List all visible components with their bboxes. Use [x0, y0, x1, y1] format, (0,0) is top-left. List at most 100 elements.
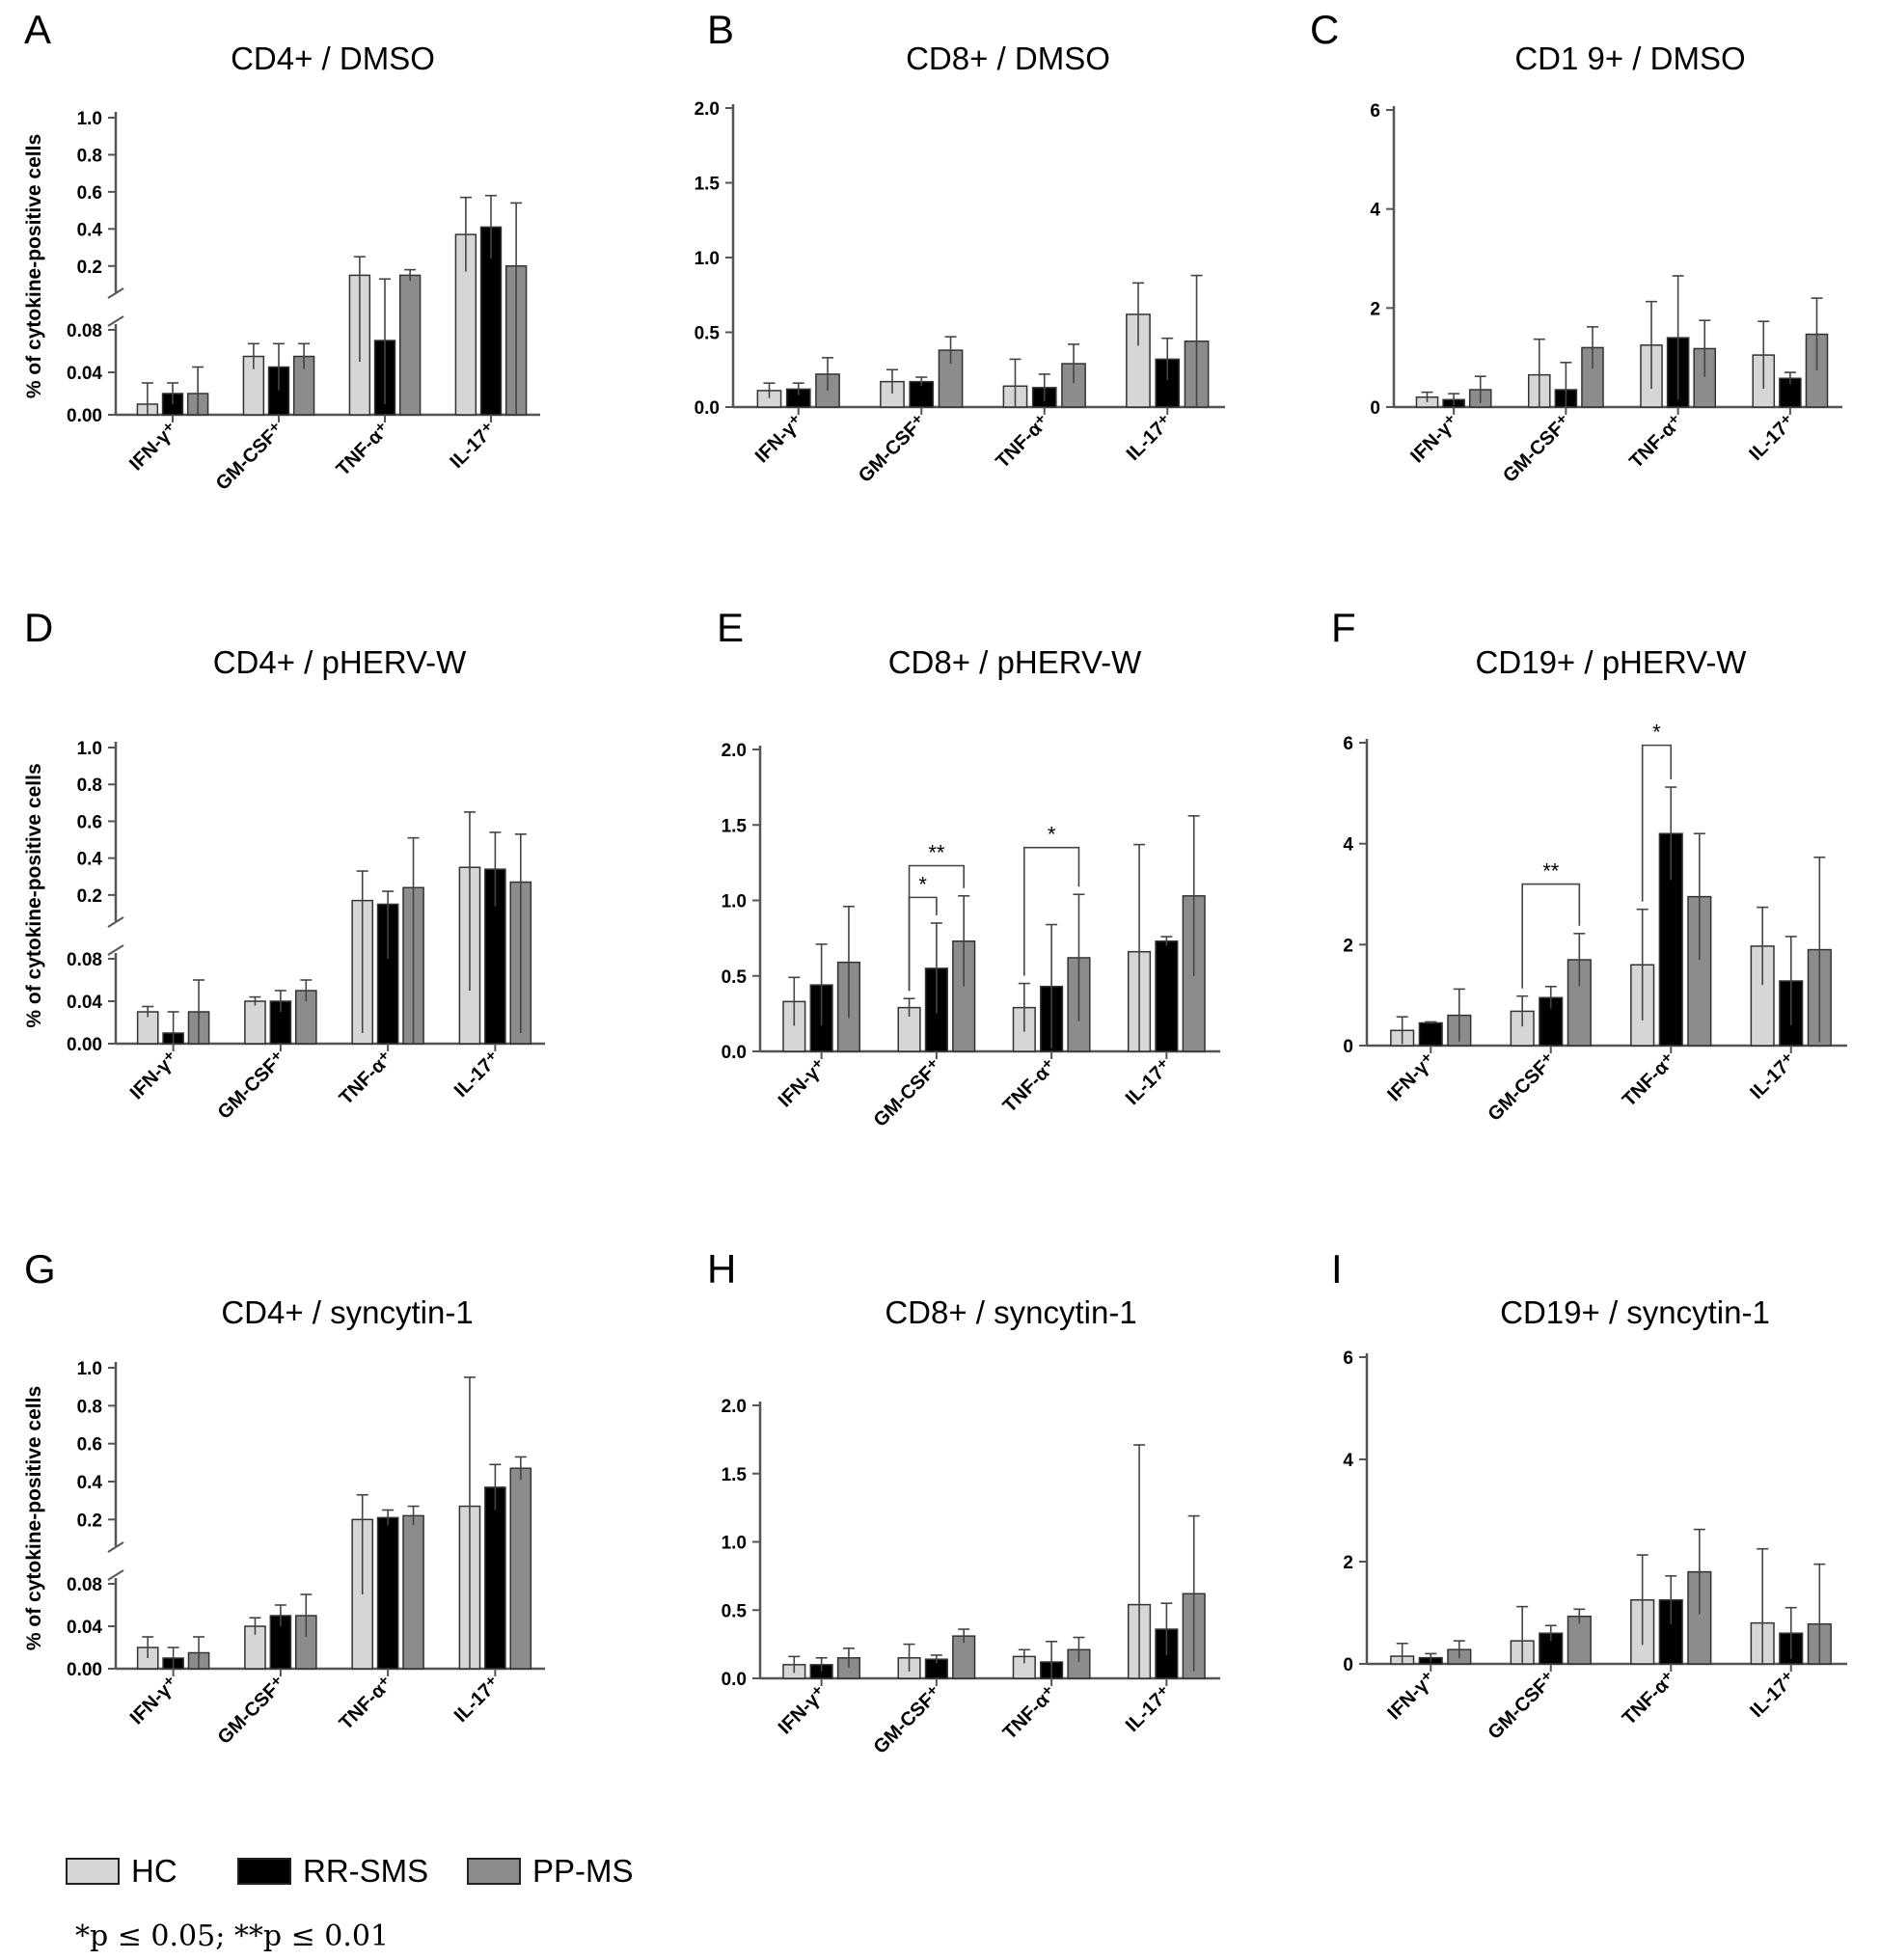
panel-letter-h: H [707, 1246, 736, 1292]
significance-bracket-f [1521, 883, 1581, 989]
y-tick-label-b: 1.5 [695, 175, 721, 195]
x-tick-label-d: IFN-γ⁺ [126, 1048, 182, 1103]
y-tick-label-d: 0.00 [67, 1035, 102, 1055]
x-tick-label-f: IL-17⁺ [1746, 1049, 1800, 1103]
axis-break-mark-d [107, 916, 124, 928]
y-tick-label-e: 1.5 [722, 816, 748, 836]
axis-break-mark-g [107, 1569, 124, 1581]
x-tick-label-g: TNF-α⁺ [336, 1673, 397, 1734]
x-tick-label-i: IFN-γ⁺ [1383, 1668, 1439, 1724]
x-tick-label-h: TNF-α⁺ [999, 1682, 1061, 1744]
y-tick-label-d: 0.8 [77, 776, 102, 796]
y-tick-label-d: 0.04 [67, 993, 102, 1013]
significance-label-e: * [918, 872, 927, 896]
y-tick-label-i: 0 [1343, 1655, 1353, 1675]
y-tick-label-a: 0.08 [67, 321, 102, 341]
x-tick-label-h: GM-CSF⁺ [870, 1682, 946, 1758]
y-tick-label-b: 2.0 [695, 99, 720, 120]
panel-letter-f: F [1331, 605, 1356, 650]
x-tick-label-a: IL-17⁺ [446, 419, 500, 473]
x-tick-label-c: IL-17⁺ [1745, 411, 1799, 465]
legend-label-hc: HC [131, 1853, 177, 1889]
y-axis-label-d: % of cytokine-positive cells [23, 763, 45, 1027]
y-tick-label-a: 0.2 [77, 258, 102, 278]
legend-swatch-ppms [467, 1858, 521, 1885]
x-tick-label-d: GM-CSF⁺ [214, 1048, 290, 1124]
bar-b-hc [1126, 313, 1151, 408]
y-tick-label-g: 0.00 [67, 1660, 102, 1680]
y-tick-label-d: 0.6 [77, 812, 102, 832]
x-tick-label-i: TNF-α⁺ [1619, 1668, 1680, 1729]
significance-note: *p ≤ 0.05; **p ≤ 0.01 [75, 1919, 390, 1953]
y-tick-label-f: 4 [1343, 835, 1353, 856]
x-tick-label-e: IFN-γ⁺ [775, 1055, 831, 1111]
y-axis-label-a: % of cytokine-positive cells [23, 134, 45, 398]
x-tick-label-c: GM-CSF⁺ [1499, 411, 1575, 487]
x-tick-label-b: IL-17⁺ [1123, 411, 1177, 465]
y-tick-label-g: 0.2 [77, 1511, 102, 1531]
y-tick-label-i: 2 [1343, 1553, 1353, 1573]
x-tick-label-h: IFN-γ⁺ [775, 1682, 831, 1738]
y-tick-label-d: 1.0 [77, 739, 102, 759]
legend-item-rrsms: RR-SMS [237, 1852, 428, 1891]
y-tick-label-i: 4 [1343, 1451, 1353, 1471]
panel-title-d: CD4+ / pHERV-W [213, 644, 467, 680]
y-tick-label-c: 2 [1370, 299, 1380, 319]
y-tick-label-a: 0.04 [67, 364, 102, 384]
y-tick-label-a: 0.8 [77, 146, 102, 166]
significance-label-e: * [1048, 823, 1056, 847]
axis-break-mark-g [107, 1541, 124, 1553]
bar-g-pp-ms [509, 1467, 532, 1670]
y-tick-label-b: 1.0 [695, 249, 720, 269]
legend-label-rrsms: RR-SMS [303, 1853, 429, 1889]
x-tick-label-c: TNF-α⁺ [1625, 411, 1687, 473]
x-tick-label-e: GM-CSF⁺ [870, 1055, 946, 1131]
legend-item-hc: HC [66, 1852, 177, 1891]
axis-break-mark-a [107, 287, 124, 299]
significance-label-e: ** [928, 841, 945, 865]
legend-swatch-hc [66, 1858, 120, 1885]
significance-label-f: * [1652, 721, 1661, 745]
bar-f-rr-sms [1418, 1021, 1443, 1047]
x-tick-label-i: IL-17⁺ [1746, 1668, 1800, 1722]
x-tick-label-g: GM-CSF⁺ [214, 1673, 290, 1749]
x-tick-label-c: IFN-γ⁺ [1406, 411, 1462, 467]
y-tick-label-e: 2.0 [722, 741, 747, 761]
bar-g-rr-sms [484, 1486, 506, 1670]
y-tick-label-b: 0.0 [695, 398, 720, 419]
y-tick-label-a: 0.00 [67, 406, 102, 426]
x-tick-label-a: GM-CSF⁺ [212, 419, 288, 495]
axis-break-mark-a [107, 315, 124, 327]
y-tick-label-c: 6 [1370, 101, 1380, 122]
panel-title-i: CD19+ / syncytin-1 [1500, 1294, 1770, 1330]
y-tick-label-a: 0.4 [77, 220, 103, 240]
x-tick-label-e: IL-17⁺ [1122, 1055, 1176, 1109]
panel-letter-e: E [717, 605, 744, 650]
y-tick-label-h: 0.5 [722, 1601, 748, 1621]
bar-g-rr-sms [376, 1516, 399, 1670]
y-tick-label-d: 0.2 [77, 886, 102, 907]
y-tick-label-f: 2 [1343, 936, 1353, 956]
y-tick-label-g: 0.4 [77, 1473, 103, 1493]
axis-break-mark-d [107, 944, 124, 956]
panel-letter-i: I [1331, 1246, 1343, 1292]
y-tick-label-h: 0.0 [722, 1670, 747, 1690]
y-tick-label-b: 0.5 [695, 324, 721, 344]
y-tick-label-e: 1.0 [722, 892, 747, 912]
y-tick-label-g: 1.0 [77, 1359, 102, 1379]
y-tick-label-e: 0.5 [722, 967, 748, 988]
x-tick-label-b: IFN-γ⁺ [751, 411, 807, 467]
bar-a-pp-ms [398, 274, 422, 416]
x-tick-label-a: IFN-γ⁺ [125, 419, 181, 475]
y-tick-label-g: 0.8 [77, 1397, 102, 1417]
bar-e-rr-sms [1155, 940, 1179, 1052]
x-tick-label-e: TNF-α⁺ [999, 1055, 1061, 1117]
x-tick-label-a: TNF-α⁺ [333, 419, 395, 480]
panel-title-b: CD8+ / DMSO [906, 41, 1110, 76]
panel-letter-g: G [24, 1246, 56, 1292]
y-tick-label-a: 0.6 [77, 183, 102, 204]
x-tick-label-b: TNF-α⁺ [992, 411, 1053, 473]
y-tick-label-c: 0 [1370, 398, 1380, 419]
y-tick-label-h: 1.5 [722, 1465, 748, 1485]
